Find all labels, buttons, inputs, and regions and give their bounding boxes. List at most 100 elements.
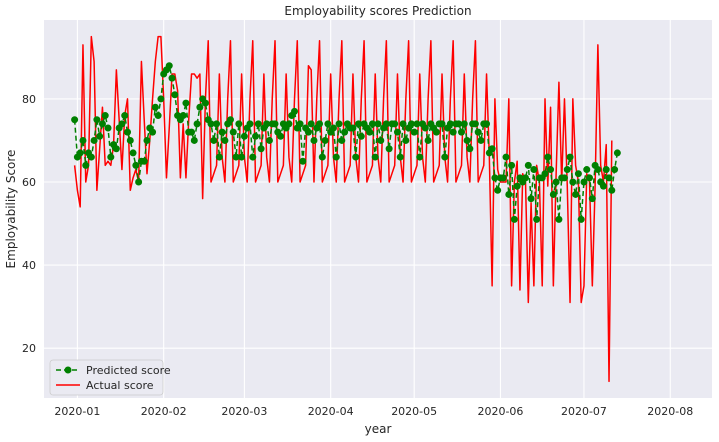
predicted-point (304, 128, 312, 136)
predicted-point (533, 215, 541, 223)
predicted-point (402, 136, 410, 144)
predicted-point (566, 153, 574, 161)
predicted-point (613, 149, 621, 157)
x-axis-title: year (365, 422, 392, 436)
predicted-point (460, 120, 468, 128)
predicted-point (491, 174, 499, 182)
predicted-point (338, 136, 346, 144)
predicted-point (96, 132, 104, 140)
predicted-point (371, 153, 379, 161)
predicted-point (580, 178, 588, 186)
predicted-point (466, 145, 474, 153)
predicted-point (382, 120, 390, 128)
y-axis-title: Employability Score (4, 150, 18, 269)
predicted-point (190, 136, 198, 144)
y-tick-label: 80 (22, 93, 36, 106)
y-tick-label: 20 (22, 342, 36, 355)
predicted-point (424, 136, 432, 144)
legend-box (49, 359, 164, 396)
predicted-point (393, 128, 401, 136)
predicted-point (332, 153, 340, 161)
predicted-point (124, 128, 131, 136)
predicted-point (143, 136, 151, 144)
predicted-point (291, 107, 298, 115)
predicted-point (121, 112, 129, 120)
predicted-point (438, 120, 446, 128)
predicted-point (352, 153, 360, 161)
x-tick-label: 2020-08 (647, 405, 693, 418)
predicted-point (544, 153, 552, 161)
predicted-point (458, 128, 465, 136)
predicted-point (396, 153, 404, 161)
predicted-point (221, 136, 229, 144)
predicted-point (321, 136, 329, 144)
predicted-point (149, 128, 157, 136)
x-tick-label: 2020-06 (477, 405, 523, 418)
predicted-point (569, 178, 577, 186)
predicted-point (271, 120, 279, 128)
predicted-point (530, 166, 538, 174)
predicted-point (71, 116, 79, 124)
predicted-point (349, 124, 357, 132)
predicted-point (257, 145, 265, 153)
predicted-point (296, 120, 304, 128)
predicted-point (407, 120, 415, 128)
predicted-point (586, 174, 594, 182)
predicted-point (432, 128, 440, 136)
predicted-point (599, 182, 607, 190)
predicted-point (483, 120, 491, 128)
predicted-point (560, 174, 568, 182)
x-tick-labels: 2020-01 2020-02 2020-03 2020-04 2020-05 2020-… (54, 405, 693, 418)
actual-score-line (73, 35, 613, 383)
predicted-point (107, 153, 115, 161)
x-tick-label: 2020-01 (54, 405, 100, 418)
predicted-point (307, 120, 315, 128)
predicted-point (285, 120, 293, 128)
predicted-point (254, 120, 262, 128)
predicted-point (135, 178, 143, 186)
predicted-point (151, 103, 159, 111)
predicted-point (510, 215, 518, 223)
predicted-point (505, 190, 513, 198)
predicted-point (101, 112, 109, 120)
predicted-point (508, 161, 516, 169)
predicted-point (502, 153, 510, 161)
predicted-point (98, 120, 106, 128)
y-tick-labels: 20 40 60 80 (22, 93, 36, 355)
predicted-point (446, 120, 454, 128)
predicted-point (171, 91, 179, 99)
predicted-point (399, 120, 407, 128)
predicted-point (594, 166, 602, 174)
predicted-point (226, 116, 234, 124)
predicted-point (82, 161, 90, 169)
predicted-point (87, 153, 95, 161)
predicted-score-line (73, 63, 619, 220)
predicted-point (235, 120, 243, 128)
predicted-point (377, 136, 385, 144)
predicted-point (357, 132, 365, 140)
predicted-point (499, 174, 507, 182)
predicted-point (366, 128, 374, 136)
chart-title: Employability scores Prediction (284, 4, 471, 18)
predicted-point (165, 62, 173, 70)
predicted-point (374, 120, 382, 128)
plot-background (44, 20, 712, 398)
predicted-point (574, 170, 582, 178)
predicted-point (246, 120, 254, 128)
predicted-point (555, 215, 563, 223)
predicted-point (552, 178, 560, 186)
predicted-point (449, 128, 457, 136)
predicted-point (210, 136, 218, 144)
predicted-point (355, 120, 363, 128)
predicted-point (104, 124, 112, 132)
predicted-point (249, 153, 257, 161)
predicted-point (238, 153, 246, 161)
predicted-point (132, 161, 140, 169)
actual-score-series (73, 35, 613, 383)
predicted-point (471, 120, 479, 128)
predicted-point (318, 153, 326, 161)
legend-predicted-marker (64, 366, 72, 374)
predicted-point (76, 149, 84, 157)
predicted-point (299, 157, 307, 165)
legend-actual-label: Actual score (86, 379, 154, 392)
